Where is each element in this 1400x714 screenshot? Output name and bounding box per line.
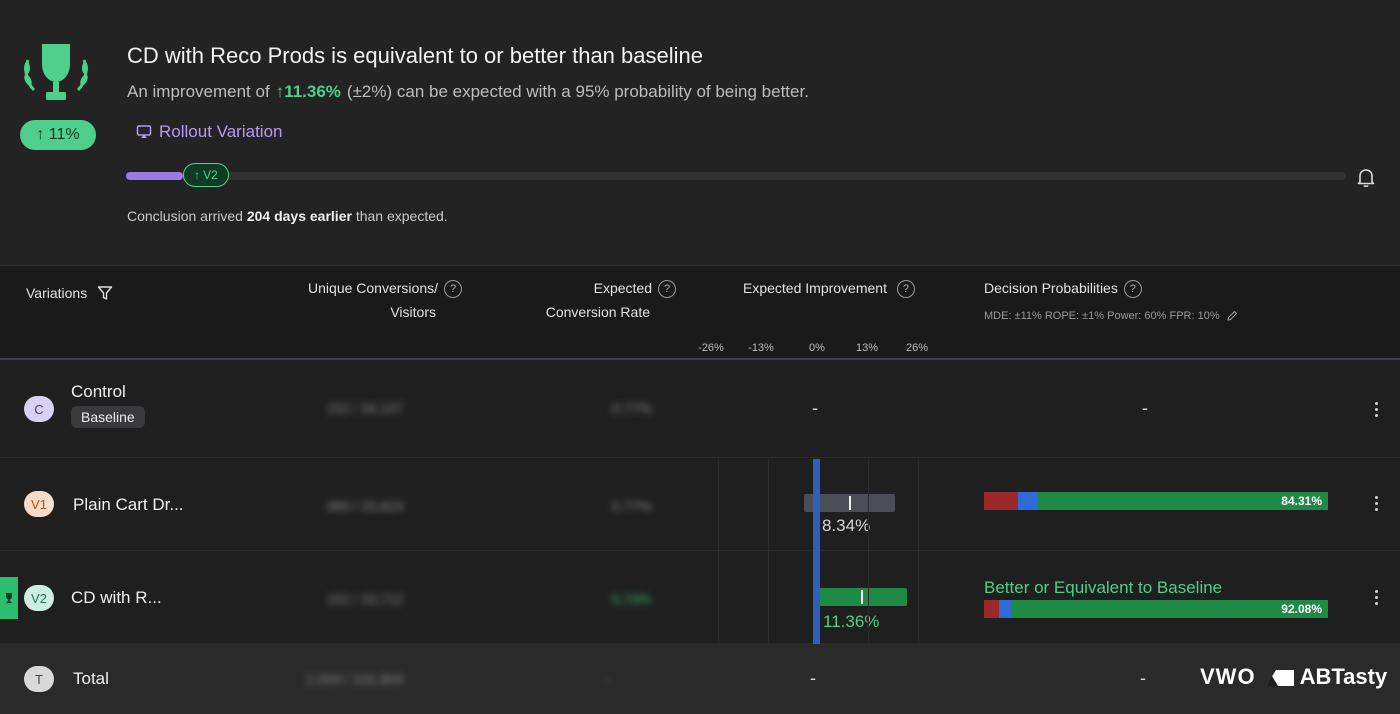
conversion-rate-value: 0.77% (612, 498, 652, 514)
axis-tick: -26% (698, 342, 724, 354)
unique-conversions-header: Unique Conversions/? Visitors (280, 276, 462, 324)
pencil-icon[interactable] (1226, 310, 1238, 322)
unique-conversions-value: 389 / 33,624 (326, 498, 404, 514)
subtitle-suffix: (±2%) can be expected with a 95% probabi… (346, 82, 809, 101)
progress-fill (126, 172, 183, 180)
more-options-icon[interactable] (1368, 586, 1384, 608)
progress-track (126, 172, 1346, 180)
decision-probability-bar: 92.08% (984, 600, 1328, 618)
unique-conversions-value: 152 / 34,107 (326, 400, 404, 416)
conclusion-days: 204 days earlier (246, 208, 352, 224)
decision-probabilities-header: Decision Probabilities? (984, 276, 1142, 300)
help-icon[interactable]: ? (444, 280, 462, 299)
table-row[interactable]: C Control Baseline 152 / 34,107 0.77% - … (0, 360, 1400, 458)
axis-tick: 26% (905, 342, 929, 354)
prob-segment-worse (984, 600, 999, 618)
grid-line (718, 459, 719, 644)
improvement-empty: - (812, 398, 818, 418)
table-row[interactable]: V2 CD with R... 152 / 33,712 0.79% 11.36… (0, 551, 1400, 644)
improvement-point-marker (849, 496, 851, 510)
axis-tick: -13% (748, 342, 774, 354)
expected-improvement-header: Expected Improvement? (743, 276, 915, 300)
improvement-value: 11.36% (823, 612, 880, 631)
variation-badge: V1 (24, 491, 54, 517)
variation-badge: T (24, 666, 54, 692)
variation-badge: C (24, 396, 54, 422)
improvement-value: 8.34% (822, 516, 871, 535)
probability-value: 92.08% (1281, 602, 1322, 616)
unique-conversions-value: 152 / 33,712 (326, 591, 404, 607)
total-label: Total (73, 669, 109, 688)
expected-conversion-rate-header: Expected? Conversion Rate (500, 276, 676, 324)
abtasty-logo: ABTasty (1264, 664, 1387, 690)
table-row-total: T Total 1,004 / 101,604 - - - (0, 644, 1400, 714)
variation-name[interactable]: CD with R... (71, 588, 162, 607)
axis-tick: 13% (855, 342, 879, 354)
unique-conversions-value: 1,004 / 101,604 (306, 671, 404, 687)
decision-probability-bar: 84.31% (984, 492, 1328, 510)
improvement-badge: ↑ 11% (20, 120, 96, 150)
prob-segment-worse (984, 492, 1018, 510)
vwo-logo: VWO (1200, 664, 1256, 689)
conversion-rate-value: - (604, 671, 609, 687)
improvement-empty: - (810, 668, 816, 688)
axis-tick: 0% (809, 342, 825, 354)
improvement-point-marker (861, 590, 863, 604)
trophy-icon (6, 593, 12, 604)
decision-empty: - (1142, 398, 1148, 418)
arrow-up-icon: ↑ (194, 168, 201, 182)
abtasty-mark-icon (1265, 670, 1294, 686)
variation-name[interactable]: Plain Cart Dr... (73, 495, 184, 514)
improvement-badge-text: ↑ 11% (36, 126, 80, 143)
probability-value: 84.31% (1281, 494, 1322, 508)
prob-segment-equivalent (999, 600, 1011, 618)
conversion-rate-value: 0.77% (612, 400, 652, 416)
grid-line (918, 459, 919, 644)
prob-segment-better (1011, 600, 1328, 618)
decision-empty: - (1140, 668, 1146, 688)
zero-baseline-line (813, 459, 820, 644)
table-row[interactable]: V1 Plain Cart Dr... 389 / 33,624 0.77% 8… (0, 458, 1400, 551)
baseline-tag: Baseline (71, 406, 145, 428)
test-settings-meta: MDE: ±11% ROPE: ±1% Power: 60% FPR: 10% (984, 310, 1238, 322)
variations-header: Variations (26, 281, 113, 305)
prob-segment-better (1038, 492, 1328, 510)
summary-card: ↑ 11% CD with Reco Prods is equivalent t… (0, 0, 1400, 266)
bell-icon[interactable] (1355, 166, 1377, 188)
more-options-icon[interactable] (1368, 492, 1384, 514)
winner-flag (0, 577, 18, 619)
progress-marker-v2[interactable]: ↑ V2 (183, 163, 229, 187)
rollout-label: Rollout Variation (159, 122, 283, 141)
decision-label: Better or Equivalent to Baseline (984, 578, 1223, 597)
trophy-icon (24, 44, 88, 100)
help-icon[interactable]: ? (658, 280, 676, 299)
filter-icon[interactable] (97, 285, 113, 301)
rollout-icon (136, 125, 152, 138)
conclusion-title: CD with Reco Prods is equivalent to or b… (127, 43, 703, 68)
conclusion-subtitle: An improvement of ↑11.36% (±2%) can be e… (127, 82, 809, 102)
help-icon[interactable]: ? (896, 280, 915, 299)
variation-badge: V2 (24, 585, 54, 611)
partner-logos: VWO ABTasty (1200, 664, 1387, 690)
help-icon[interactable]: ? (1123, 280, 1142, 299)
more-options-icon[interactable] (1368, 398, 1384, 420)
improvement-interval-bar (816, 588, 907, 606)
table-header: Variations Unique Conversions/? Visitors… (0, 266, 1400, 360)
conclusion-note: Conclusion arrived 204 days earlier than… (127, 208, 448, 224)
subtitle-prefix: An improvement of (127, 82, 270, 101)
progress-marker-label: V2 (203, 168, 218, 182)
prob-segment-equivalent (1018, 492, 1038, 510)
improvement-interval-bar (804, 494, 895, 512)
grid-line (768, 459, 769, 644)
variation-name[interactable]: Control (71, 382, 126, 401)
conversion-rate-value: 0.79% (612, 591, 652, 607)
improvement-value: ↑11.36% (275, 82, 341, 101)
rollout-variation-link[interactable]: Rollout Variation (136, 122, 282, 142)
grid-line (868, 459, 869, 644)
